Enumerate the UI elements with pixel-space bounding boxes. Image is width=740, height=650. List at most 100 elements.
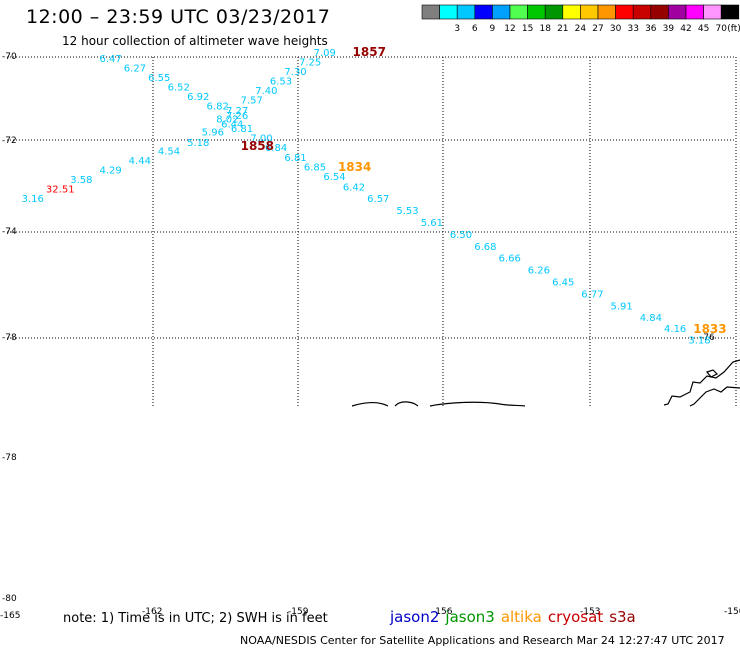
- wave-height-label: 3.16: [22, 194, 44, 205]
- legend-tick-label: 27: [592, 24, 603, 34]
- pass-time-label: 1834: [338, 160, 371, 174]
- wave-height-label: 7.09: [314, 48, 336, 59]
- satellite-name-s3a: s3a: [609, 608, 636, 626]
- credit-line: NOAA/NESDIS Center for Satellite Applica…: [240, 634, 725, 647]
- footer-note: note: 1) Time is in UTC; 2) SWH is in fe…: [63, 611, 328, 626]
- pass-time-label: 1857: [353, 45, 386, 59]
- satellite-legend: jason2 jason3 altika cryosat s3a: [390, 608, 642, 626]
- wave-height-label: 6.50: [450, 230, 472, 241]
- wave-height-label: 6.54: [323, 172, 345, 183]
- longitude-label: -162: [142, 607, 162, 617]
- legend-tick-label: 21: [557, 24, 568, 34]
- wave-height-label: 32.51: [46, 185, 75, 196]
- wave-height-label: 6.52: [168, 82, 190, 93]
- wave-height-label: 6.85: [304, 162, 326, 173]
- legend-swatch: [615, 4, 634, 20]
- wave-height-label: 3.18: [688, 336, 710, 347]
- wave-height-label: 6.81: [284, 153, 306, 164]
- pass-time-label: 1858: [241, 139, 274, 153]
- satellite-name-jason3: jason3: [445, 608, 495, 626]
- observation-labels: 6.476.276.556.526.926.827.266.445.965.18…: [22, 45, 727, 347]
- wave-height-label: 7.27: [226, 106, 248, 117]
- legend-swatch: [474, 4, 493, 20]
- wave-height-label: 6.44: [221, 119, 243, 130]
- legend-swatch: [509, 4, 528, 20]
- wave-height-label: 6.66: [499, 254, 521, 265]
- color-legend: 3 6 9 12 15 18 21 24 27 30 33 36 39 42 45 70 (ft): [421, 4, 740, 34]
- wave-height-label: 4.29: [99, 166, 121, 177]
- legend-tick-label: 30: [610, 24, 622, 34]
- wave-height-label: 6.92: [187, 92, 209, 103]
- legend-tick-label: 24: [575, 24, 587, 34]
- wave-height-label: 6.81: [231, 124, 253, 135]
- longitude-label: -156: [432, 607, 453, 617]
- legend-tick-label: 18: [539, 24, 551, 34]
- longitude-label: -153: [580, 607, 600, 617]
- latitude-label: -80: [2, 594, 17, 604]
- wave-height-label: 6.53: [270, 77, 292, 88]
- latitude-label: -72: [2, 136, 17, 146]
- wave-height-label: 4.84: [640, 313, 662, 324]
- legend-swatch: [562, 4, 581, 20]
- legend-swatch: [720, 4, 740, 20]
- wave-height-label: 5.91: [611, 301, 633, 312]
- legend-tick-label: 12: [504, 24, 515, 34]
- wave-height-label: 8.02: [216, 115, 238, 126]
- latitude-label: -76: [700, 333, 715, 343]
- legend-swatch: [668, 4, 687, 20]
- legend-tick-label: 9: [490, 24, 496, 34]
- wave-height-label: 6.84: [265, 143, 287, 154]
- wave-height-label: 7.25: [299, 58, 321, 69]
- legend-swatch: [544, 4, 564, 20]
- wave-height-label: 6.26: [528, 266, 550, 277]
- longitude-label: -159: [288, 607, 309, 617]
- map-title: 12:00 – 23:59 UTC 03/23/2017: [26, 6, 331, 28]
- lat-lon-grid: -70 -72 -74 -76 -78 -78 -80 -165 -162 -159 -156 -15…: [0, 52, 740, 621]
- wave-height-label: 7.57: [241, 96, 263, 107]
- wave-height-label: 6.82: [207, 101, 229, 112]
- wave-height-label: 5.96: [202, 128, 224, 139]
- wave-height-label: 4.54: [158, 147, 180, 158]
- legend-tick-label: 15: [522, 24, 533, 34]
- wave-height-label: 7.30: [284, 67, 306, 78]
- latitude-label: -70: [2, 52, 17, 62]
- legend-tick-label: 6: [472, 24, 478, 34]
- wave-height-label: 7.00: [250, 134, 272, 145]
- latitude-label: -78: [2, 333, 17, 343]
- legend-swatch: [492, 4, 511, 20]
- legend-tick-label: 33: [627, 24, 638, 34]
- wave-height-label: 5.61: [421, 218, 443, 229]
- legend-tick-label: 3: [454, 24, 460, 34]
- legend-swatch: [580, 4, 599, 20]
- wave-height-label: 6.47: [99, 54, 121, 65]
- legend-swatch: [421, 4, 440, 20]
- legend-swatch: [650, 4, 669, 20]
- latitude-label: -74: [2, 227, 17, 237]
- wave-height-label: 7.26: [226, 111, 248, 122]
- wave-height-label: 6.55: [148, 73, 170, 84]
- wave-height-label: 5.18: [187, 138, 209, 149]
- legend-swatch: [597, 4, 616, 20]
- legend-swatch: [527, 4, 546, 20]
- wave-height-label: 5.53: [396, 206, 418, 217]
- wave-height-label: 6.68: [474, 242, 496, 253]
- legend-tick-label: 42: [680, 24, 691, 34]
- legend-tick-label: 70: [715, 24, 727, 34]
- satellite-name-cryosat: cryosat: [547, 608, 604, 626]
- legend-swatch: [632, 4, 652, 20]
- legend-tick-label: 39: [663, 24, 675, 34]
- wave-height-label: 6.27: [124, 63, 146, 74]
- wave-height-label: 7.40: [255, 86, 277, 97]
- wave-height-label: 3.58: [70, 175, 92, 186]
- legend-swatch: [439, 4, 458, 20]
- legend-swatch: [685, 4, 704, 20]
- legend-unit: (ft): [727, 24, 740, 34]
- longitude-label: -150: [724, 607, 740, 617]
- wave-height-label: 6.45: [552, 277, 574, 288]
- legend-swatch: [456, 4, 476, 20]
- satellite-name-jason2: jason2: [390, 608, 440, 626]
- satellite-name-altika: altika: [500, 608, 542, 626]
- coastline: [351, 359, 740, 407]
- legend-swatch: [703, 4, 722, 20]
